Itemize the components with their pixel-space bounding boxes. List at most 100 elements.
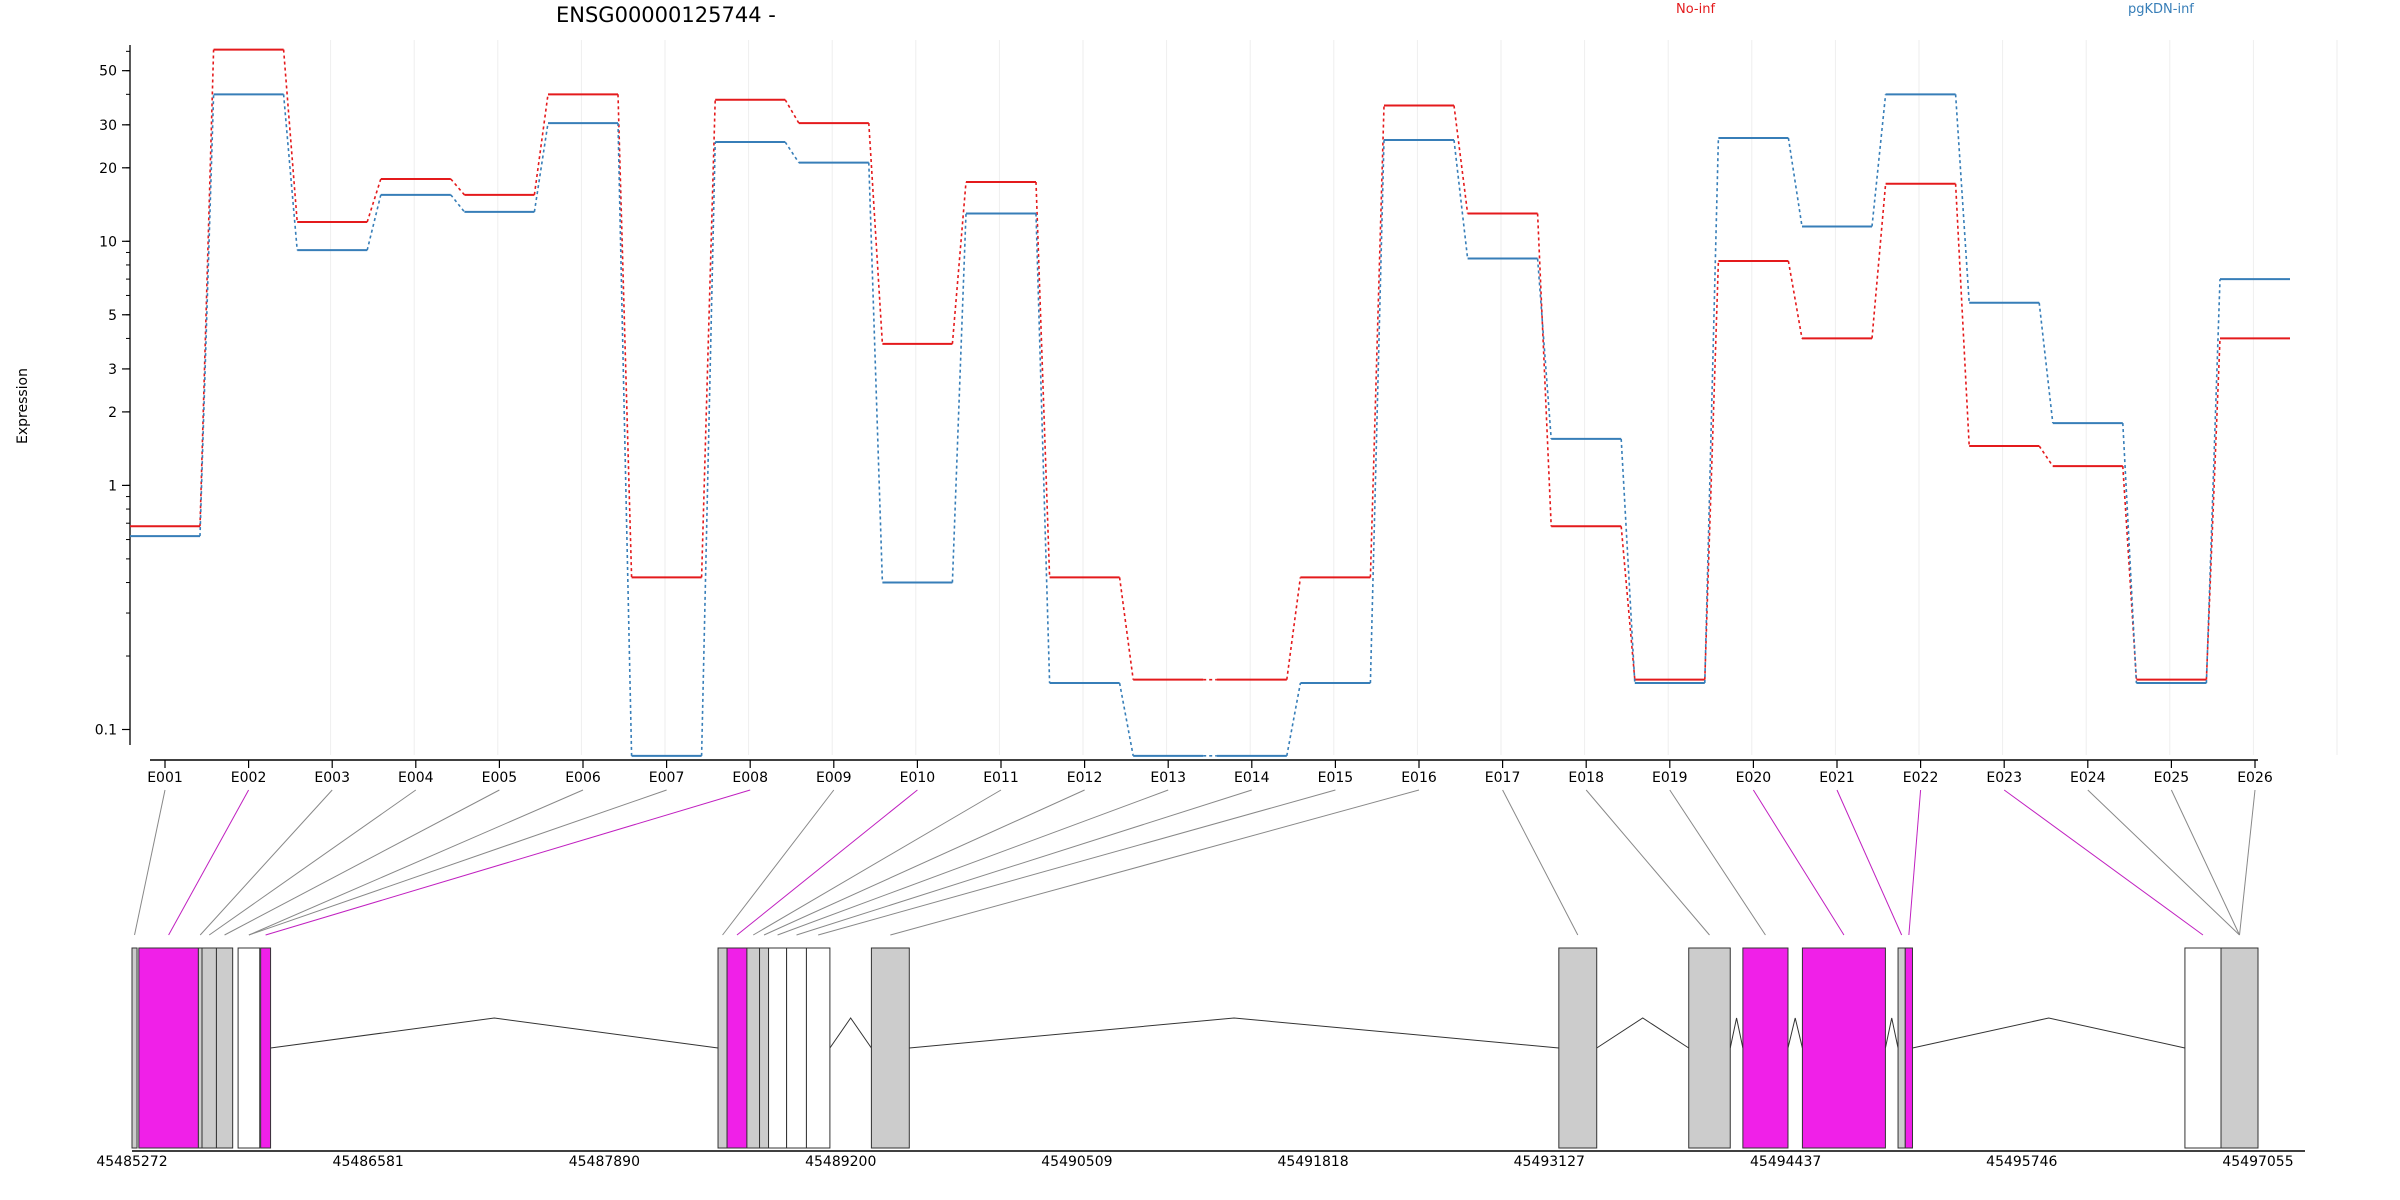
- exon-label-e022: E022: [1903, 770, 1939, 786]
- series-transition: [2122, 423, 2138, 684]
- coordinate-label: 45494437: [1750, 1154, 1821, 1170]
- connector-e022: [1908, 789, 1922, 936]
- coordinate-label: 45497055: [2222, 1154, 2293, 1170]
- y-tick-label: 20: [99, 161, 117, 177]
- exon-label-e017: E017: [1485, 770, 1521, 786]
- exon-block: [1801, 947, 1886, 1149]
- coordinate-label: 45493127: [1514, 1154, 1585, 1170]
- coordinate-label: 45490509: [1041, 1154, 1112, 1170]
- coordinate-label: 45495746: [1986, 1154, 2057, 1170]
- exon-block: [746, 947, 761, 1149]
- coordinate-label: 45487890: [569, 1154, 640, 1170]
- series-transition: [868, 123, 884, 344]
- series-transition: [1704, 137, 1720, 684]
- intron-line: [270, 1017, 719, 1049]
- series-transition: [450, 178, 466, 196]
- expression-lines: [130, 48, 2290, 757]
- series-transition: [2038, 445, 2054, 467]
- connector-e021: [1836, 789, 1903, 936]
- series-pgkdn-inf: [130, 93, 2290, 757]
- connector-e002: [168, 789, 250, 936]
- connector-e026: [2239, 789, 2256, 936]
- series-transition: [1787, 137, 1803, 227]
- exon-label-e011: E011: [983, 770, 1019, 786]
- gene-model: [131, 947, 2305, 1152]
- connector-e011: [752, 789, 1002, 936]
- connector-e014: [796, 789, 1252, 936]
- exon-block: [786, 947, 807, 1149]
- exon-label-e015: E015: [1318, 770, 1354, 786]
- exon-block: [197, 947, 203, 1149]
- exon-label-e023: E023: [1986, 770, 2022, 786]
- y-tick-label: 50: [99, 64, 117, 80]
- legend-no-inf: No-inf: [1676, 2, 1715, 17]
- connector-e023: [2003, 789, 2204, 936]
- exon-block: [2184, 947, 2222, 1149]
- exon-label-e010: E010: [900, 770, 936, 786]
- y-tick-label: 30: [99, 118, 117, 134]
- exon-block: [759, 947, 770, 1149]
- connector-e008: [265, 789, 751, 936]
- vertical-gridlines: [330, 40, 2338, 755]
- exon-block: [726, 947, 748, 1149]
- series-transition: [1954, 183, 1970, 447]
- connector-e016: [890, 789, 1420, 936]
- exon-label-e026: E026: [2237, 770, 2273, 786]
- series-transition: [1286, 577, 1302, 680]
- exon-label-e021: E021: [1819, 770, 1855, 786]
- coordinate-label: 45491818: [1277, 1154, 1348, 1170]
- y-tick-label: 3: [108, 362, 117, 378]
- exon-label-e009: E009: [816, 770, 852, 786]
- exon-label-e008: E008: [732, 770, 768, 786]
- intron-line: [1787, 1017, 1803, 1049]
- exon-label-e013: E013: [1150, 770, 1186, 786]
- connector-e003: [199, 789, 333, 936]
- series-transition: [1871, 183, 1887, 339]
- exon-label-e002: E002: [231, 770, 267, 786]
- connector-e006: [248, 789, 584, 936]
- exon-block: [768, 947, 788, 1149]
- series-transition: [617, 94, 633, 578]
- exon-axis: E001 E002 E003 E004 E005 E006 E007 E008 E009 E010…: [147, 759, 2273, 786]
- coordinate-label: 45485272: [96, 1154, 167, 1170]
- series-transition: [1035, 213, 1051, 684]
- series-transition: [700, 142, 716, 756]
- connector-e025: [2170, 789, 2240, 936]
- connector-e010: [736, 789, 918, 936]
- intron-line: [829, 1017, 872, 1049]
- exon-label-e018: E018: [1568, 770, 1604, 786]
- exon-label-e003: E003: [314, 770, 350, 786]
- series-transition: [617, 123, 633, 756]
- genomic-coordinate-axis: 45485272 45486581 45487890 45489200 45490509…: [96, 1154, 2293, 1170]
- exon-block: [1897, 947, 1906, 1149]
- exon-block: [717, 947, 728, 1149]
- series-transition: [2205, 279, 2221, 684]
- series-transition: [1536, 213, 1552, 527]
- exon-block: [237, 947, 261, 1149]
- series-transition: [1787, 260, 1803, 339]
- connector-e001: [134, 789, 166, 936]
- legend-pgkdn-inf: pgKDN-inf: [2128, 2, 2194, 17]
- series-transition: [1954, 94, 1970, 303]
- series-transition: [1453, 139, 1469, 259]
- series-transition: [1620, 526, 1636, 680]
- series-transition: [1286, 682, 1302, 756]
- series-transition: [366, 194, 382, 251]
- series-transition: [282, 94, 298, 251]
- connector-e024: [2087, 789, 2240, 936]
- series-transition: [1704, 261, 1720, 680]
- y-axis-label: Expression: [15, 368, 31, 444]
- connector-e005: [224, 789, 500, 936]
- series-transition: [784, 141, 800, 164]
- series-transition: [700, 99, 716, 578]
- exon-block: [805, 947, 831, 1149]
- exon-block: [138, 947, 199, 1149]
- exon-label-e019: E019: [1652, 770, 1688, 786]
- y-tick-label: 0.1: [95, 723, 117, 739]
- series-transition: [533, 94, 549, 195]
- coordinate-label: 45489200: [805, 1154, 876, 1170]
- series-transition: [366, 178, 382, 223]
- series-transition: [951, 213, 967, 583]
- exon-label-e014: E014: [1234, 770, 1270, 786]
